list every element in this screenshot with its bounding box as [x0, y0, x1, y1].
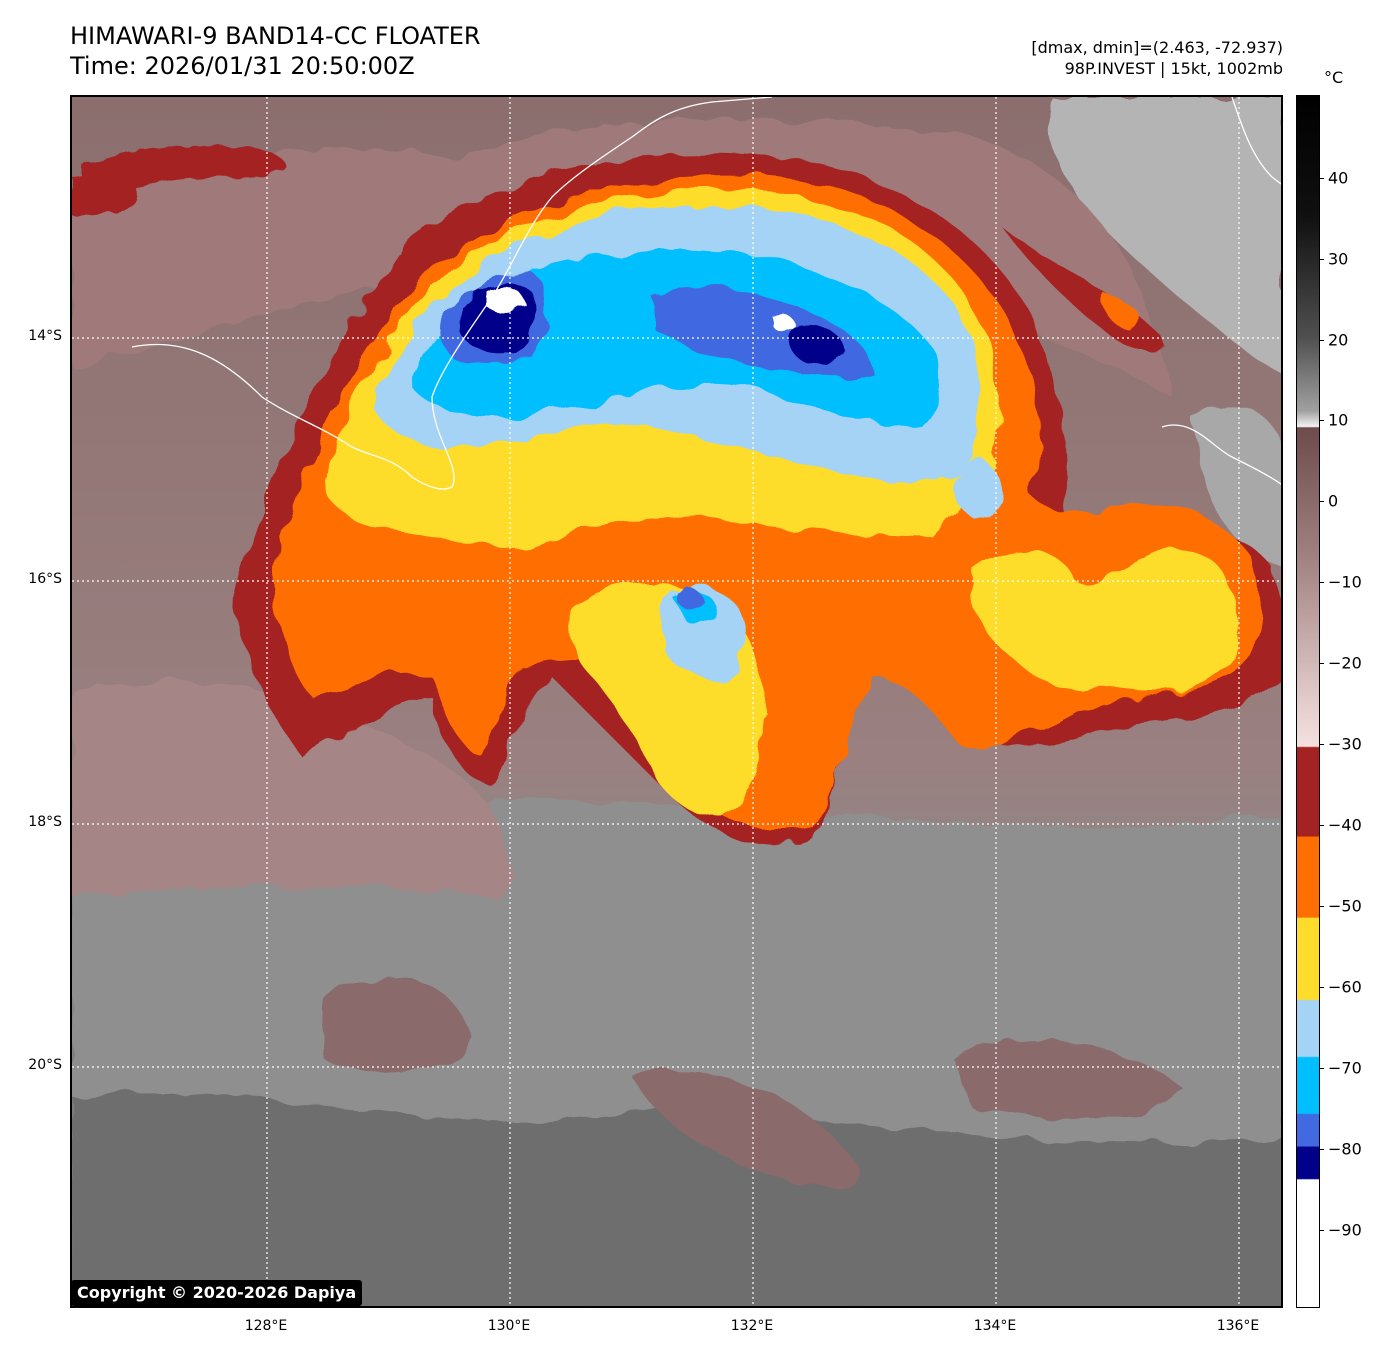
colorbar-tick: −80 — [1328, 1139, 1362, 1159]
lon-label-136e: 136°E — [1216, 1318, 1260, 1334]
colorbar-unit: °C — [1324, 68, 1344, 87]
data-range: [dmax, dmin]=(2.463, -72.937) — [1031, 38, 1283, 57]
satellite-imagery — [72, 97, 1281, 1306]
lat-label-14s: 14°S — [28, 328, 62, 344]
colorbar-tick: 30 — [1328, 249, 1349, 269]
lon-label-128e: 128°E — [244, 1318, 288, 1334]
colorbar-tick: 10 — [1328, 410, 1349, 430]
colorbar-tick: −50 — [1328, 896, 1362, 916]
colorbar-tick: −20 — [1328, 653, 1362, 673]
lon-label-130e: 130°E — [487, 1318, 531, 1334]
storm-info: 98P.INVEST | 15kt, 1002mb — [1064, 59, 1283, 78]
colorbar-tick: −40 — [1328, 815, 1362, 835]
satellite-map — [70, 95, 1283, 1308]
colorbar-tick: −10 — [1328, 572, 1362, 592]
chart-title: HIMAWARI-9 BAND14-CC FLOATER — [70, 22, 481, 50]
lat-label-16s: 16°S — [28, 571, 62, 587]
lon-label-134e: 134°E — [973, 1318, 1017, 1334]
colorbar-tick: 20 — [1328, 330, 1349, 350]
lat-label-18s: 18°S — [28, 814, 62, 830]
graticule — [72, 97, 1281, 1306]
coastline — [131, 97, 773, 490]
colorbar-tick: 40 — [1328, 168, 1349, 188]
colorbar — [1296, 95, 1320, 1308]
colorbar-tick: −70 — [1328, 1058, 1362, 1078]
colorbar-tick: −90 — [1328, 1220, 1362, 1240]
copyright-badge: Copyright © 2020-2026 Dapiya — [71, 1280, 363, 1306]
lon-label-132e: 132°E — [730, 1318, 774, 1334]
lat-label-20s: 20°S — [28, 1057, 62, 1073]
colorbar-tick: 0 — [1328, 491, 1339, 511]
colorbar-tick: −30 — [1328, 734, 1362, 754]
colorbar-tick: −60 — [1328, 977, 1362, 997]
timestamp: Time: 2026/01/31 20:50:00Z — [70, 52, 415, 80]
